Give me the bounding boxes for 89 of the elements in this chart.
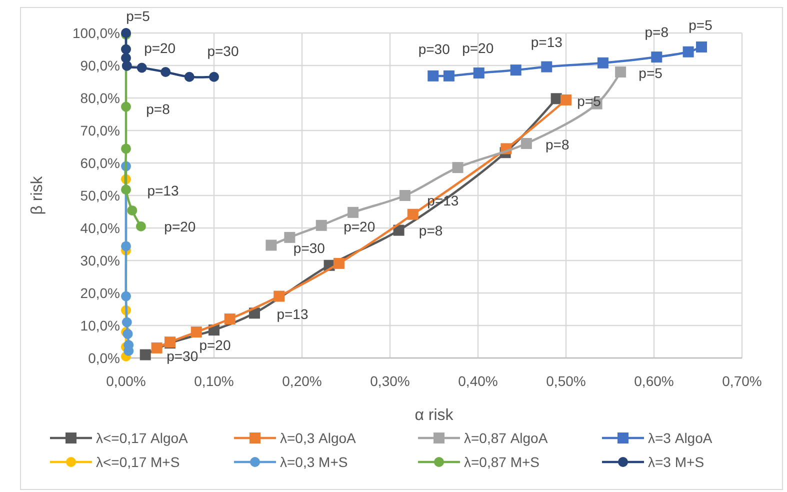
y-tick-label: 70,0% — [80, 122, 120, 138]
point — [160, 67, 171, 77]
x-tick-label: 0,60% — [634, 373, 674, 389]
point — [209, 72, 219, 82]
x-tick-label: 0,10% — [194, 373, 234, 389]
x-tick-label: 0,00% — [106, 373, 146, 389]
point — [510, 64, 522, 76]
y-axis-title: β risk — [29, 175, 46, 215]
point — [121, 184, 131, 195]
annotation: p=20 — [344, 218, 376, 234]
legend-label: λ=3 M+S — [648, 454, 704, 470]
point — [284, 232, 296, 243]
y-tick-label: 90,0% — [80, 58, 120, 74]
point — [333, 258, 344, 269]
point — [151, 342, 162, 354]
point — [224, 314, 236, 324]
legend-label: λ=3 AlgoA — [648, 430, 713, 446]
x-tick-label: 0,40% — [458, 373, 498, 389]
point — [597, 57, 608, 68]
annotation: p=13 — [147, 182, 179, 199]
annotation: p=20 — [164, 218, 196, 234]
annotation: p=30 — [166, 348, 198, 364]
point — [184, 72, 194, 82]
legend-label: λ=0,87 AlgoA — [464, 430, 548, 446]
point — [122, 317, 132, 328]
annotation: p=20 — [144, 40, 176, 56]
point — [696, 41, 708, 52]
point — [121, 44, 131, 54]
x-axis-title: α risk — [414, 407, 454, 424]
point — [121, 291, 131, 302]
y-tick-label: 60,0% — [80, 155, 120, 171]
annotation: p=8 — [146, 100, 170, 117]
point — [190, 326, 202, 338]
point — [520, 138, 532, 149]
legend-label: λ=0,3 AlgoA — [280, 430, 357, 446]
point — [127, 205, 138, 216]
annotation: p=20 — [199, 337, 231, 354]
legend-label: λ<=0,17 AlgoA — [96, 430, 189, 446]
annotation: p=30 — [293, 240, 326, 256]
y-tick-label: 80,0% — [80, 90, 120, 106]
point — [560, 94, 572, 106]
x-tick-label: 0,30% — [370, 373, 410, 389]
point — [651, 52, 662, 63]
point — [615, 66, 626, 78]
annotation: p=30 — [207, 42, 239, 59]
annotation: p=8 — [546, 136, 570, 152]
point — [121, 144, 131, 154]
point — [407, 208, 418, 220]
point — [393, 224, 404, 236]
legend-label: λ=0,3 M+S — [280, 454, 348, 470]
annotation: p=5 — [638, 65, 663, 81]
legend-label: λ<=0,17 M+S — [96, 454, 180, 470]
point — [121, 102, 131, 112]
annotation: p=13 — [276, 306, 308, 322]
point — [121, 241, 131, 252]
y-tick-label: 0,0% — [88, 350, 120, 366]
annotation: p=5 — [688, 16, 713, 33]
x-tick-label: 0,50% — [546, 373, 586, 389]
point — [348, 206, 359, 218]
point — [428, 70, 439, 82]
y-tick-label: 100,0% — [72, 25, 120, 41]
y-tick-label: 50,0% — [80, 188, 120, 204]
annotation: p=8 — [418, 222, 443, 238]
annotation: p=5 — [577, 92, 602, 109]
legend-label: λ=0,87 M+S — [464, 454, 540, 470]
point — [682, 46, 694, 58]
point — [274, 290, 285, 302]
point — [452, 162, 464, 174]
point — [443, 70, 454, 82]
point — [122, 60, 132, 71]
annotation: p=8 — [644, 24, 669, 40]
point — [316, 220, 327, 231]
point — [473, 67, 484, 78]
x-tick-label: 0,70% — [722, 373, 762, 389]
x-tick-label: 0,20% — [282, 373, 322, 389]
point — [266, 240, 277, 251]
annotation: p=20 — [462, 40, 494, 56]
y-tick-label: 10,0% — [80, 318, 120, 334]
point — [136, 221, 146, 232]
point — [399, 190, 410, 201]
point — [541, 61, 552, 72]
y-tick-label: 30,0% — [80, 252, 120, 268]
point — [136, 62, 147, 73]
annotation: p=13 — [530, 34, 563, 50]
y-tick-label: 40,0% — [80, 220, 120, 236]
point — [140, 349, 151, 360]
y-tick-label: 20,0% — [80, 285, 120, 301]
annotation: p=5 — [126, 8, 150, 24]
annotation: p=30 — [418, 40, 450, 57]
